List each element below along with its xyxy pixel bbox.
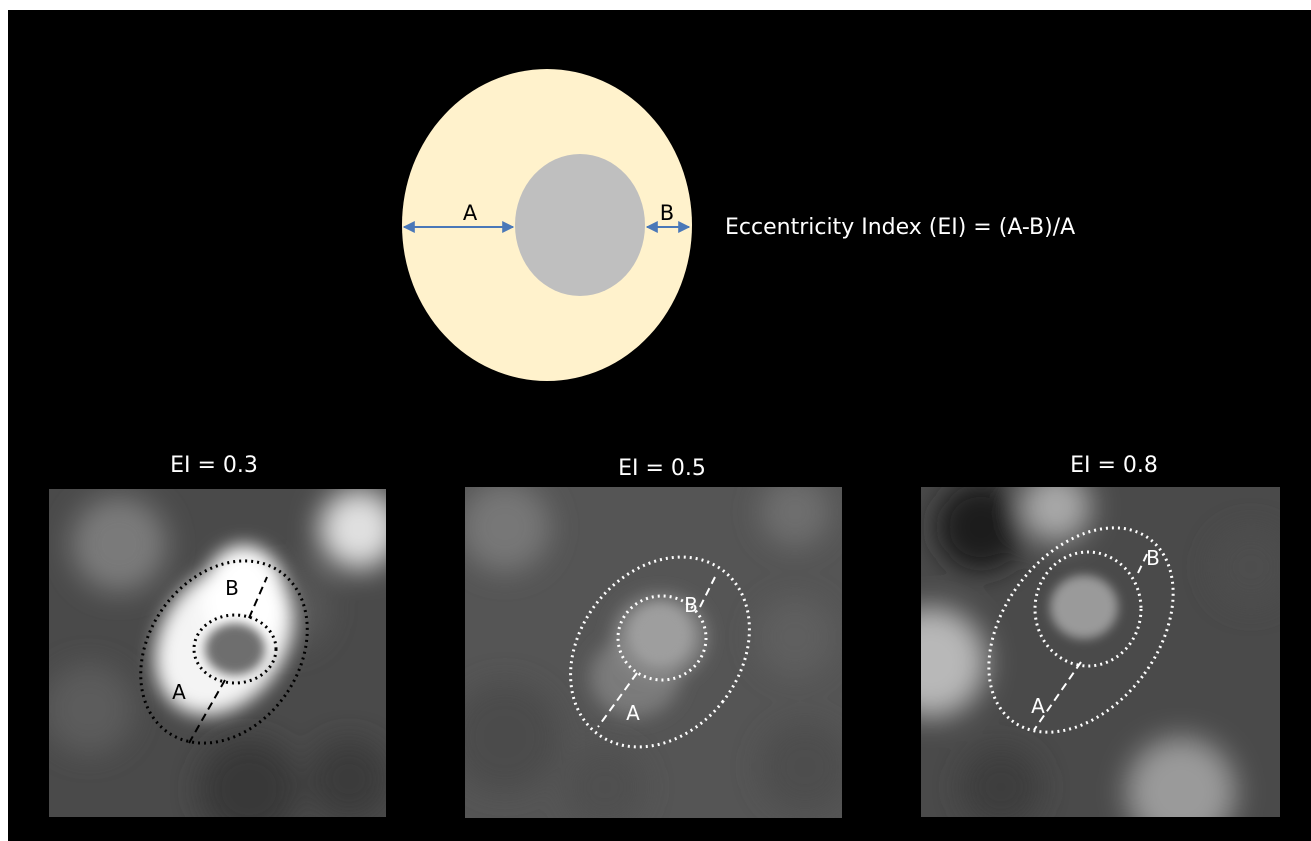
measure-a-2 bbox=[597, 672, 638, 728]
mri-panel-3: A B bbox=[921, 487, 1280, 817]
mri-image-1 bbox=[49, 489, 386, 817]
panel-label-b-1: B bbox=[225, 576, 239, 600]
mri-panel-1: A B bbox=[49, 489, 386, 817]
panel-title-1: EI = 0.3 bbox=[170, 453, 258, 478]
panel-label-b-2: B bbox=[684, 593, 698, 617]
figure-svg: A B Eccentricity Index (EI) = (A-B)/A EI… bbox=[49, 69, 1280, 818]
measure-b-1 bbox=[248, 576, 268, 619]
vessel-lumen bbox=[515, 154, 645, 296]
measure-a-3 bbox=[1033, 661, 1082, 731]
panel-title-2: EI = 0.5 bbox=[618, 456, 706, 481]
measure-b-2 bbox=[699, 576, 716, 608]
panel-label-a-2: A bbox=[626, 701, 640, 725]
panel-label-a-1: A bbox=[172, 680, 186, 704]
schematic: A B Eccentricity Index (EI) = (A-B)/A bbox=[402, 69, 1075, 381]
figure-canvas: A B Eccentricity Index (EI) = (A-B)/A EI… bbox=[8, 10, 1311, 841]
mri-image-3 bbox=[921, 487, 1280, 817]
panel-title-3: EI = 0.8 bbox=[1070, 453, 1158, 478]
panel-label-b-3: B bbox=[1146, 546, 1160, 570]
label-a: A bbox=[463, 201, 478, 225]
panel-label-a-3: A bbox=[1031, 694, 1045, 718]
eccentricity-formula: Eccentricity Index (EI) = (A-B)/A bbox=[725, 215, 1075, 240]
mri-panel-2: A B bbox=[465, 487, 842, 818]
mri-image-2 bbox=[465, 487, 842, 818]
inner-contour-3 bbox=[1033, 550, 1143, 668]
label-b: B bbox=[660, 201, 674, 225]
measure-b-3 bbox=[1137, 551, 1149, 574]
inner-contour-2 bbox=[616, 594, 708, 682]
outer-contour-1 bbox=[139, 559, 309, 745]
outer-contour-2 bbox=[569, 555, 751, 749]
inner-contour-1 bbox=[192, 613, 278, 685]
